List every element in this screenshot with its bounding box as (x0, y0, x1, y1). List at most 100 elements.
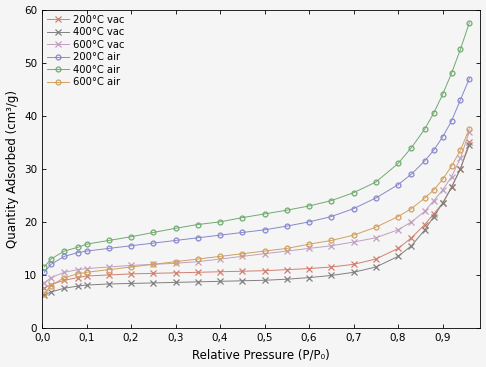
400°C vac (306, 275, 312, 280)
400°C vac (351, 270, 357, 275)
400°C air (409, 145, 415, 150)
200°C vac (61, 278, 67, 283)
600°C air (195, 257, 201, 261)
600°C air (395, 214, 401, 219)
600°C air (151, 262, 156, 266)
400°C air (431, 111, 436, 115)
400°C air (329, 199, 334, 203)
200°C vac (373, 257, 379, 261)
600°C vac (173, 261, 178, 265)
200°C air (106, 246, 112, 251)
200°C vac (284, 268, 290, 272)
X-axis label: Relative Pressure (P/P₀): Relative Pressure (P/P₀) (192, 348, 330, 361)
400°C vac (151, 281, 156, 285)
600°C vac (431, 199, 436, 203)
600°C air (173, 259, 178, 264)
400°C air (395, 161, 401, 166)
Legend: 200°C vac, 400°C vac, 600°C vac, 200°C air, 400°C air, 600°C air: 200°C vac, 400°C vac, 600°C vac, 200°C a… (45, 12, 126, 89)
600°C vac (409, 220, 415, 224)
200°C air (306, 220, 312, 224)
600°C air (306, 242, 312, 246)
400°C air (61, 249, 67, 253)
400°C air (351, 190, 357, 195)
400°C vac (373, 265, 379, 269)
200°C air (173, 238, 178, 243)
600°C vac (449, 175, 454, 179)
200°C vac (84, 274, 89, 278)
200°C vac (351, 262, 357, 266)
200°C air (151, 241, 156, 245)
200°C air (457, 98, 463, 102)
600°C vac (128, 263, 134, 268)
Line: 600°C vac: 600°C vac (41, 129, 472, 286)
200°C vac (449, 185, 454, 190)
400°C air (284, 208, 290, 212)
600°C vac (373, 236, 379, 240)
200°C air (373, 196, 379, 200)
600°C vac (48, 275, 54, 280)
600°C vac (329, 244, 334, 248)
200°C air (217, 233, 223, 237)
200°C vac (431, 212, 436, 216)
Line: 400°C vac: 400°C vac (41, 142, 472, 298)
400°C vac (449, 185, 454, 190)
600°C air (240, 251, 245, 256)
600°C air (41, 291, 47, 296)
400°C vac (106, 282, 112, 286)
600°C air (457, 148, 463, 152)
600°C vac (351, 240, 357, 244)
Line: 600°C air: 600°C air (42, 127, 472, 296)
200°C vac (151, 271, 156, 276)
400°C vac (440, 201, 446, 206)
200°C vac (173, 270, 178, 275)
600°C air (351, 233, 357, 237)
400°C air (261, 212, 267, 216)
600°C vac (240, 254, 245, 259)
Line: 400°C air: 400°C air (42, 21, 472, 269)
200°C air (409, 172, 415, 176)
600°C air (261, 249, 267, 253)
600°C air (431, 188, 436, 192)
400°C vac (41, 293, 47, 297)
400°C vac (284, 277, 290, 281)
200°C air (261, 228, 267, 232)
600°C air (329, 238, 334, 243)
Y-axis label: Quantity Adsorbed (cm³/g): Quantity Adsorbed (cm³/g) (5, 90, 18, 248)
200°C air (240, 230, 245, 235)
200°C vac (395, 246, 401, 251)
200°C air (431, 148, 436, 152)
200°C vac (75, 275, 81, 280)
400°C vac (217, 279, 223, 284)
600°C air (217, 254, 223, 259)
200°C air (440, 135, 446, 139)
200°C air (48, 262, 54, 266)
400°C vac (457, 167, 463, 171)
600°C air (467, 127, 472, 131)
Line: 200°C air: 200°C air (42, 76, 472, 275)
200°C air (467, 76, 472, 81)
600°C vac (422, 209, 428, 214)
200°C vac (41, 286, 47, 290)
200°C vac (261, 269, 267, 273)
600°C air (106, 268, 112, 272)
400°C air (195, 222, 201, 227)
200°C vac (467, 140, 472, 145)
200°C vac (457, 167, 463, 171)
400°C air (106, 238, 112, 243)
400°C air (41, 265, 47, 269)
400°C air (84, 242, 89, 246)
200°C air (195, 236, 201, 240)
200°C vac (195, 270, 201, 275)
600°C vac (440, 188, 446, 192)
600°C air (48, 283, 54, 288)
600°C vac (261, 251, 267, 256)
400°C vac (195, 280, 201, 284)
400°C air (151, 230, 156, 235)
200°C vac (409, 236, 415, 240)
200°C air (128, 244, 134, 248)
200°C vac (329, 265, 334, 269)
400°C vac (48, 290, 54, 294)
600°C air (449, 164, 454, 168)
400°C air (48, 257, 54, 261)
200°C air (351, 206, 357, 211)
